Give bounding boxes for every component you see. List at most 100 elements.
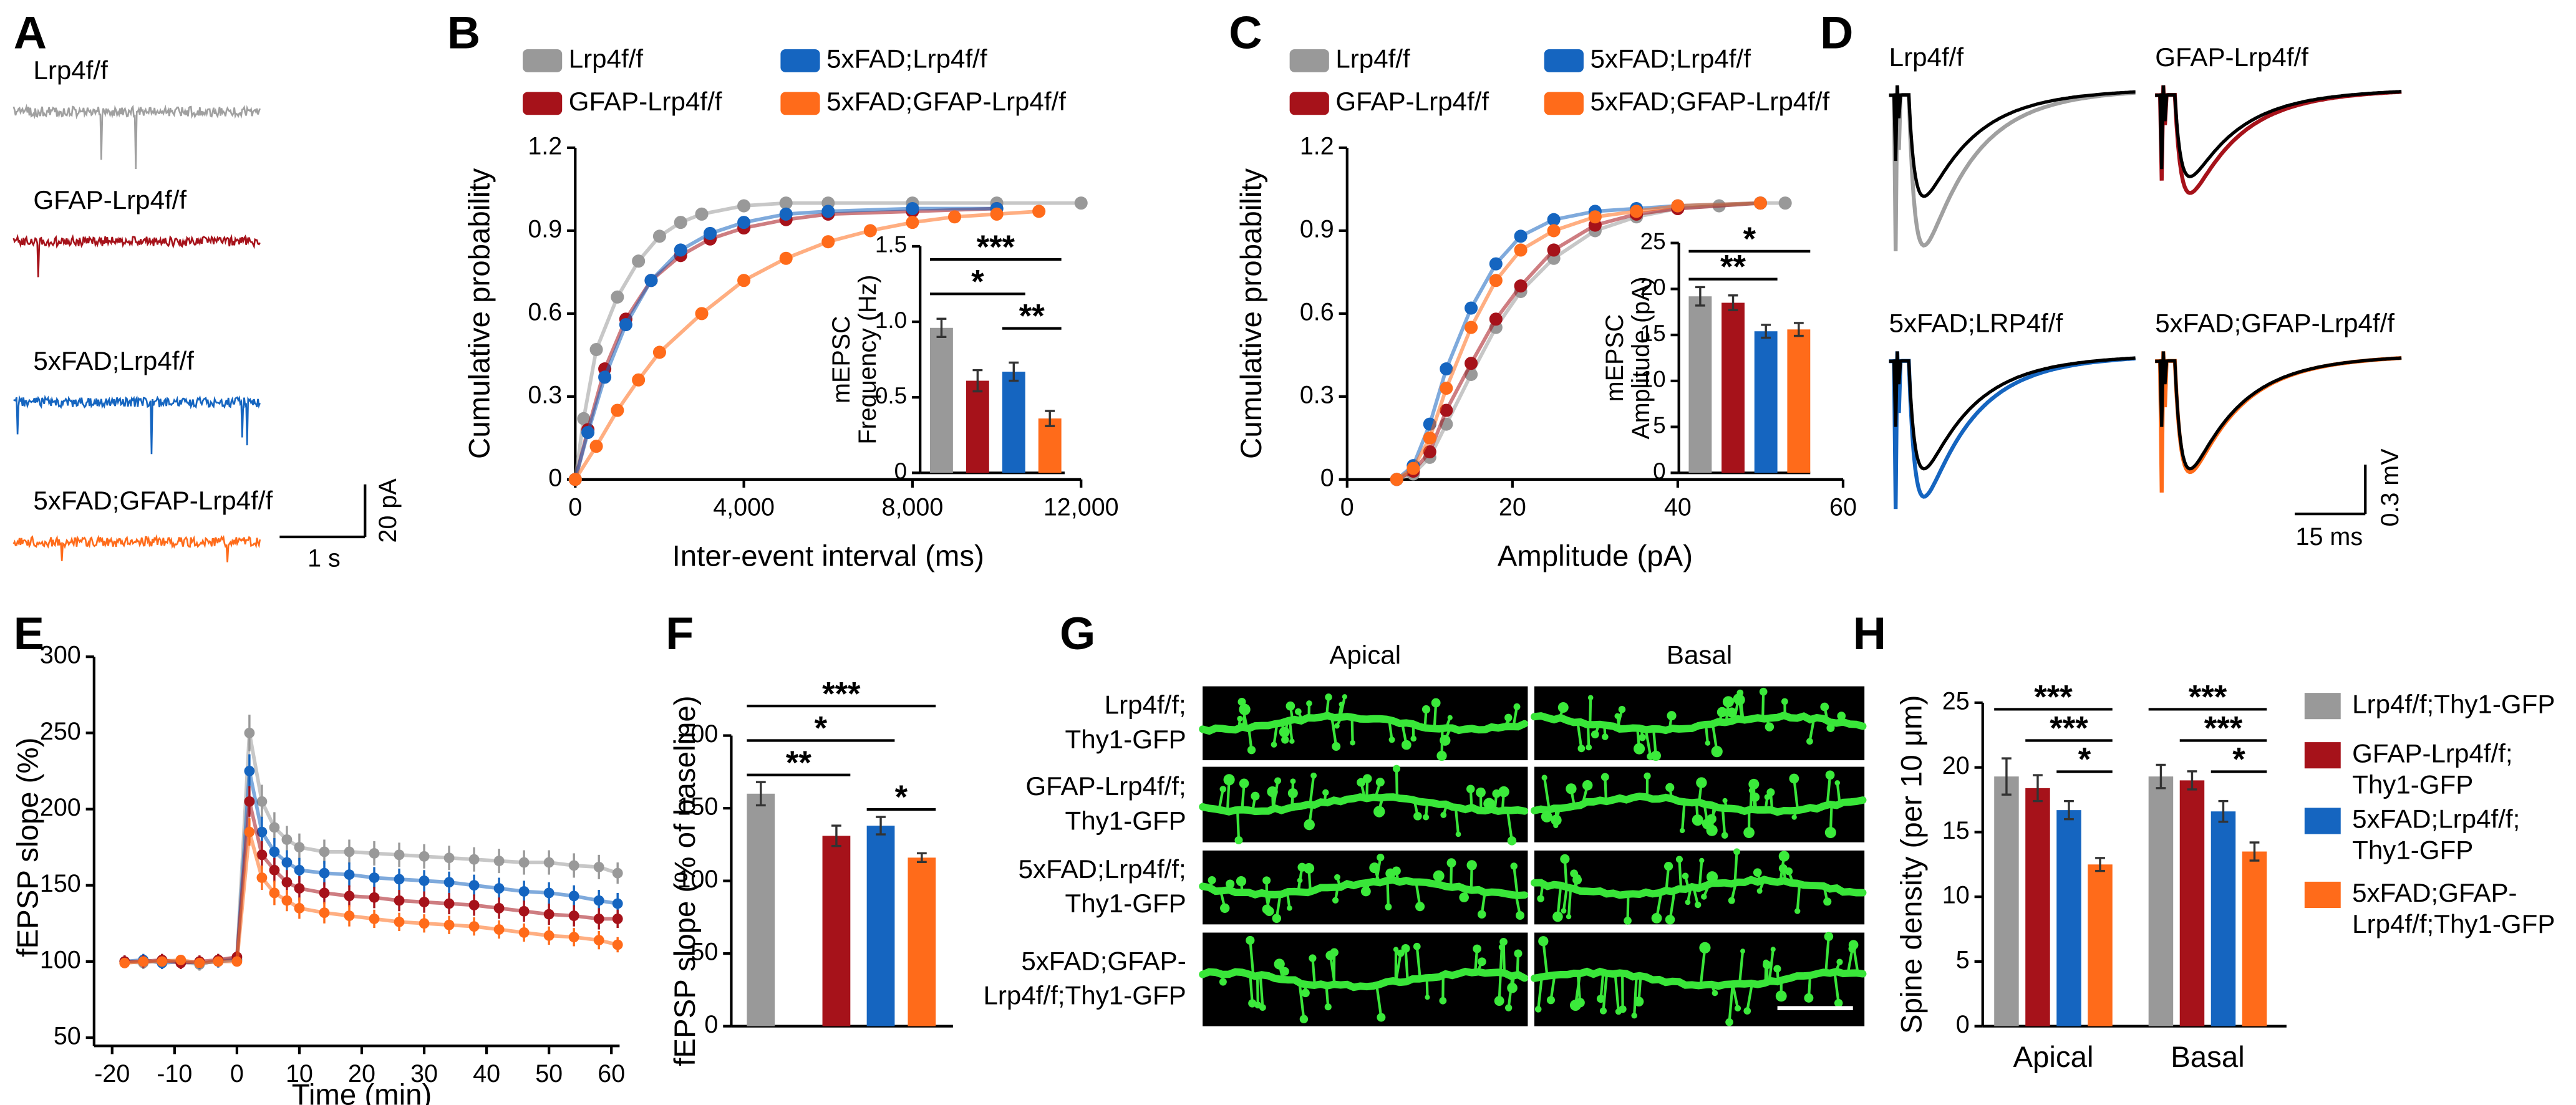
data-point <box>589 440 603 453</box>
spine-head <box>1455 831 1461 837</box>
data-point <box>344 910 355 922</box>
spine <box>1272 722 1279 745</box>
spine-head <box>1773 965 1781 973</box>
spine-head <box>1631 1012 1637 1019</box>
y-tick-label: 150 <box>677 793 718 821</box>
x-tick-label: 0 <box>1340 494 1354 521</box>
y-tick-label: 0 <box>704 1011 718 1038</box>
spine-head <box>1587 695 1594 701</box>
data-point <box>695 207 709 221</box>
spine-head <box>1837 712 1846 720</box>
spine-head <box>1246 935 1255 945</box>
y-tick-label: 0.9 <box>528 215 562 243</box>
data-point <box>319 867 330 879</box>
legend-label: GFAP-Lrp4f/f <box>1335 87 1489 116</box>
data-point <box>577 412 591 425</box>
row-label: Thy1-GFP <box>1065 806 1186 835</box>
x-axis-label: Inter-event interval (ms) <box>672 540 984 573</box>
data-point <box>281 877 293 888</box>
data-point <box>632 254 646 268</box>
spine-head <box>1281 736 1289 744</box>
legend-label: 5xFAD;Lrp4f/f <box>826 44 987 74</box>
trace <box>12 534 261 562</box>
series-line <box>573 201 1082 480</box>
spine-head <box>1823 897 1832 906</box>
spine-head <box>1577 745 1586 753</box>
data-point <box>1440 382 1453 395</box>
significance-label: ** <box>786 745 811 781</box>
data-point <box>369 914 380 924</box>
spine-head <box>1392 765 1401 773</box>
significance-label: *** <box>2034 679 2073 716</box>
significance-label: * <box>2232 741 2245 778</box>
data-point <box>1514 279 1528 293</box>
legend-label: 5xFAD;GFAP-Lrp4f/f <box>826 87 1066 116</box>
spine-head <box>1618 705 1626 713</box>
bar <box>2025 788 2050 1026</box>
bar <box>2210 811 2236 1026</box>
data-point <box>612 867 623 879</box>
legend-label: Lrp4f/f <box>569 44 644 74</box>
spine <box>1698 860 1703 887</box>
data-point <box>518 927 530 938</box>
spine-head <box>1332 897 1339 904</box>
spine-head <box>1375 778 1385 787</box>
data-point <box>518 857 530 868</box>
data-point <box>419 875 430 886</box>
y-tick-label: 0 <box>1320 464 1334 491</box>
trace-label: 5xFAD;Lrp4f/f <box>33 346 194 375</box>
data-point <box>213 956 224 967</box>
spine-head <box>1226 879 1235 889</box>
y-tick-label: 250 <box>40 718 81 745</box>
spine-head <box>1639 733 1646 741</box>
legend-label: 5xFAD;GFAP- <box>2352 878 2517 907</box>
spine-head <box>1267 786 1278 798</box>
panel-letter: E <box>14 607 44 659</box>
data-point <box>593 935 604 946</box>
spine <box>1554 806 1561 826</box>
significance-label: *** <box>2204 710 2243 747</box>
spine-head <box>1546 996 1555 1005</box>
spine-head <box>1322 789 1329 796</box>
spine-head <box>1342 694 1347 700</box>
spine-head <box>1775 990 1787 1002</box>
spine-head <box>1304 862 1315 874</box>
data-point <box>468 921 480 932</box>
spine-head <box>1834 780 1841 786</box>
legend-label: Lrp4f/f;Thy1-GFP <box>2352 909 2555 939</box>
x-tick-label: 20 <box>1499 494 1526 521</box>
spine <box>1733 851 1738 882</box>
significance-label: *** <box>2050 710 2088 747</box>
legend-swatch <box>523 92 563 115</box>
spine-head <box>1725 1018 1733 1026</box>
data-point <box>543 909 554 920</box>
spine-head <box>1440 812 1447 818</box>
legend-swatch <box>1289 49 1329 72</box>
significance-label: ** <box>1019 298 1045 335</box>
y-tick-label: 25 <box>1640 228 1666 254</box>
spine <box>1668 890 1676 920</box>
row-label: Lrp4f/f;Thy1-GFP <box>983 981 1186 1010</box>
spine-head <box>1369 862 1380 874</box>
data-point <box>612 914 623 924</box>
spine-head <box>1766 788 1775 797</box>
series-line <box>124 801 618 965</box>
x-tick-label: 40 <box>473 1060 500 1088</box>
data-point <box>1514 243 1528 257</box>
row-label: Thy1-GFP <box>1065 889 1186 918</box>
legend-label: Lrp4f/f <box>1335 44 1410 74</box>
data-point <box>619 318 632 332</box>
spine-head <box>1239 703 1251 715</box>
data-point <box>244 826 255 837</box>
x-tick-label: 0 <box>568 494 582 521</box>
y-tick-label: 1.2 <box>1300 132 1334 160</box>
spine-head <box>1507 982 1518 993</box>
spine-head <box>1599 1007 1607 1015</box>
spine <box>1602 973 1609 1011</box>
y-tick-label: 5 <box>1956 946 1970 973</box>
spine-head <box>1310 772 1317 779</box>
y-axis-label: fEPSP slope (% of baseline) <box>669 695 702 1066</box>
spine <box>1567 888 1572 917</box>
spine-head <box>1705 740 1711 746</box>
bar <box>930 327 953 473</box>
